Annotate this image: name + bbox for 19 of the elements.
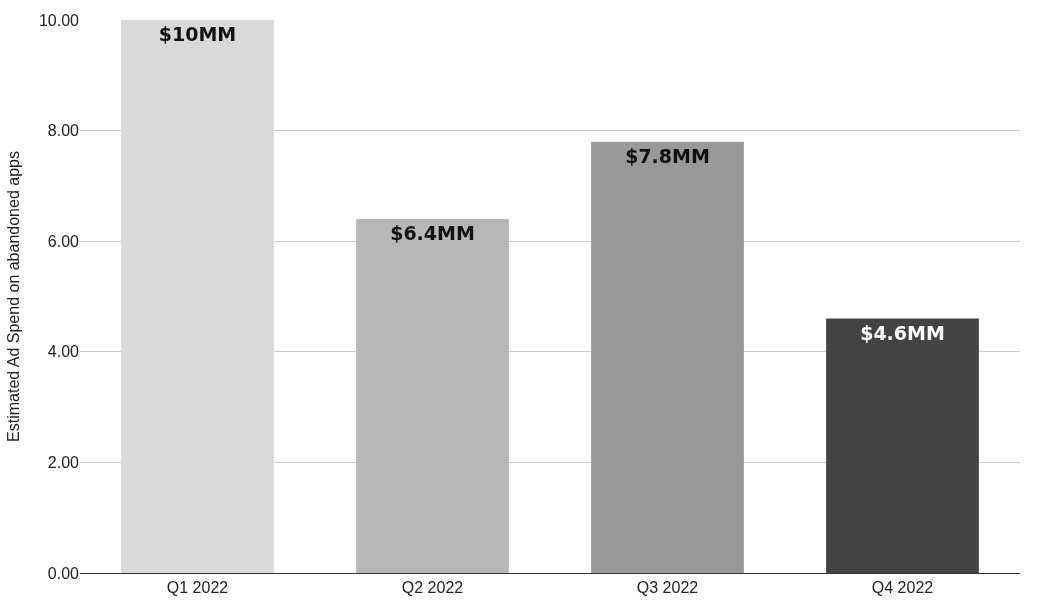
bar — [591, 141, 744, 573]
y-tick-label: 2.00 — [47, 454, 80, 471]
x-tick-label: Q2 2022 — [401, 579, 464, 597]
y-tick-label: 10.00 — [38, 11, 80, 29]
data-label: $10MM — [158, 23, 237, 45]
x-tick-label: Q4 2022 — [871, 579, 934, 597]
data-label: $4.6MM — [860, 321, 945, 344]
x-tick-label: Q3 2022 — [636, 579, 699, 597]
x-tick-label: Q1 2022 — [166, 579, 229, 597]
data-label: $7.8MM — [625, 144, 710, 167]
y-tick-label: 0.00 — [47, 564, 80, 582]
bar — [121, 20, 274, 573]
y-tick-label: 8.00 — [47, 122, 80, 140]
y-tick-label: 4.00 — [47, 343, 80, 361]
data-label: $6.4MM — [390, 222, 475, 245]
y-tick-label: 6.00 — [47, 232, 80, 250]
bar — [826, 318, 979, 573]
bar — [356, 219, 509, 573]
y-axis-title: Estimated Ad Spend on abandoned apps — [4, 151, 22, 442]
